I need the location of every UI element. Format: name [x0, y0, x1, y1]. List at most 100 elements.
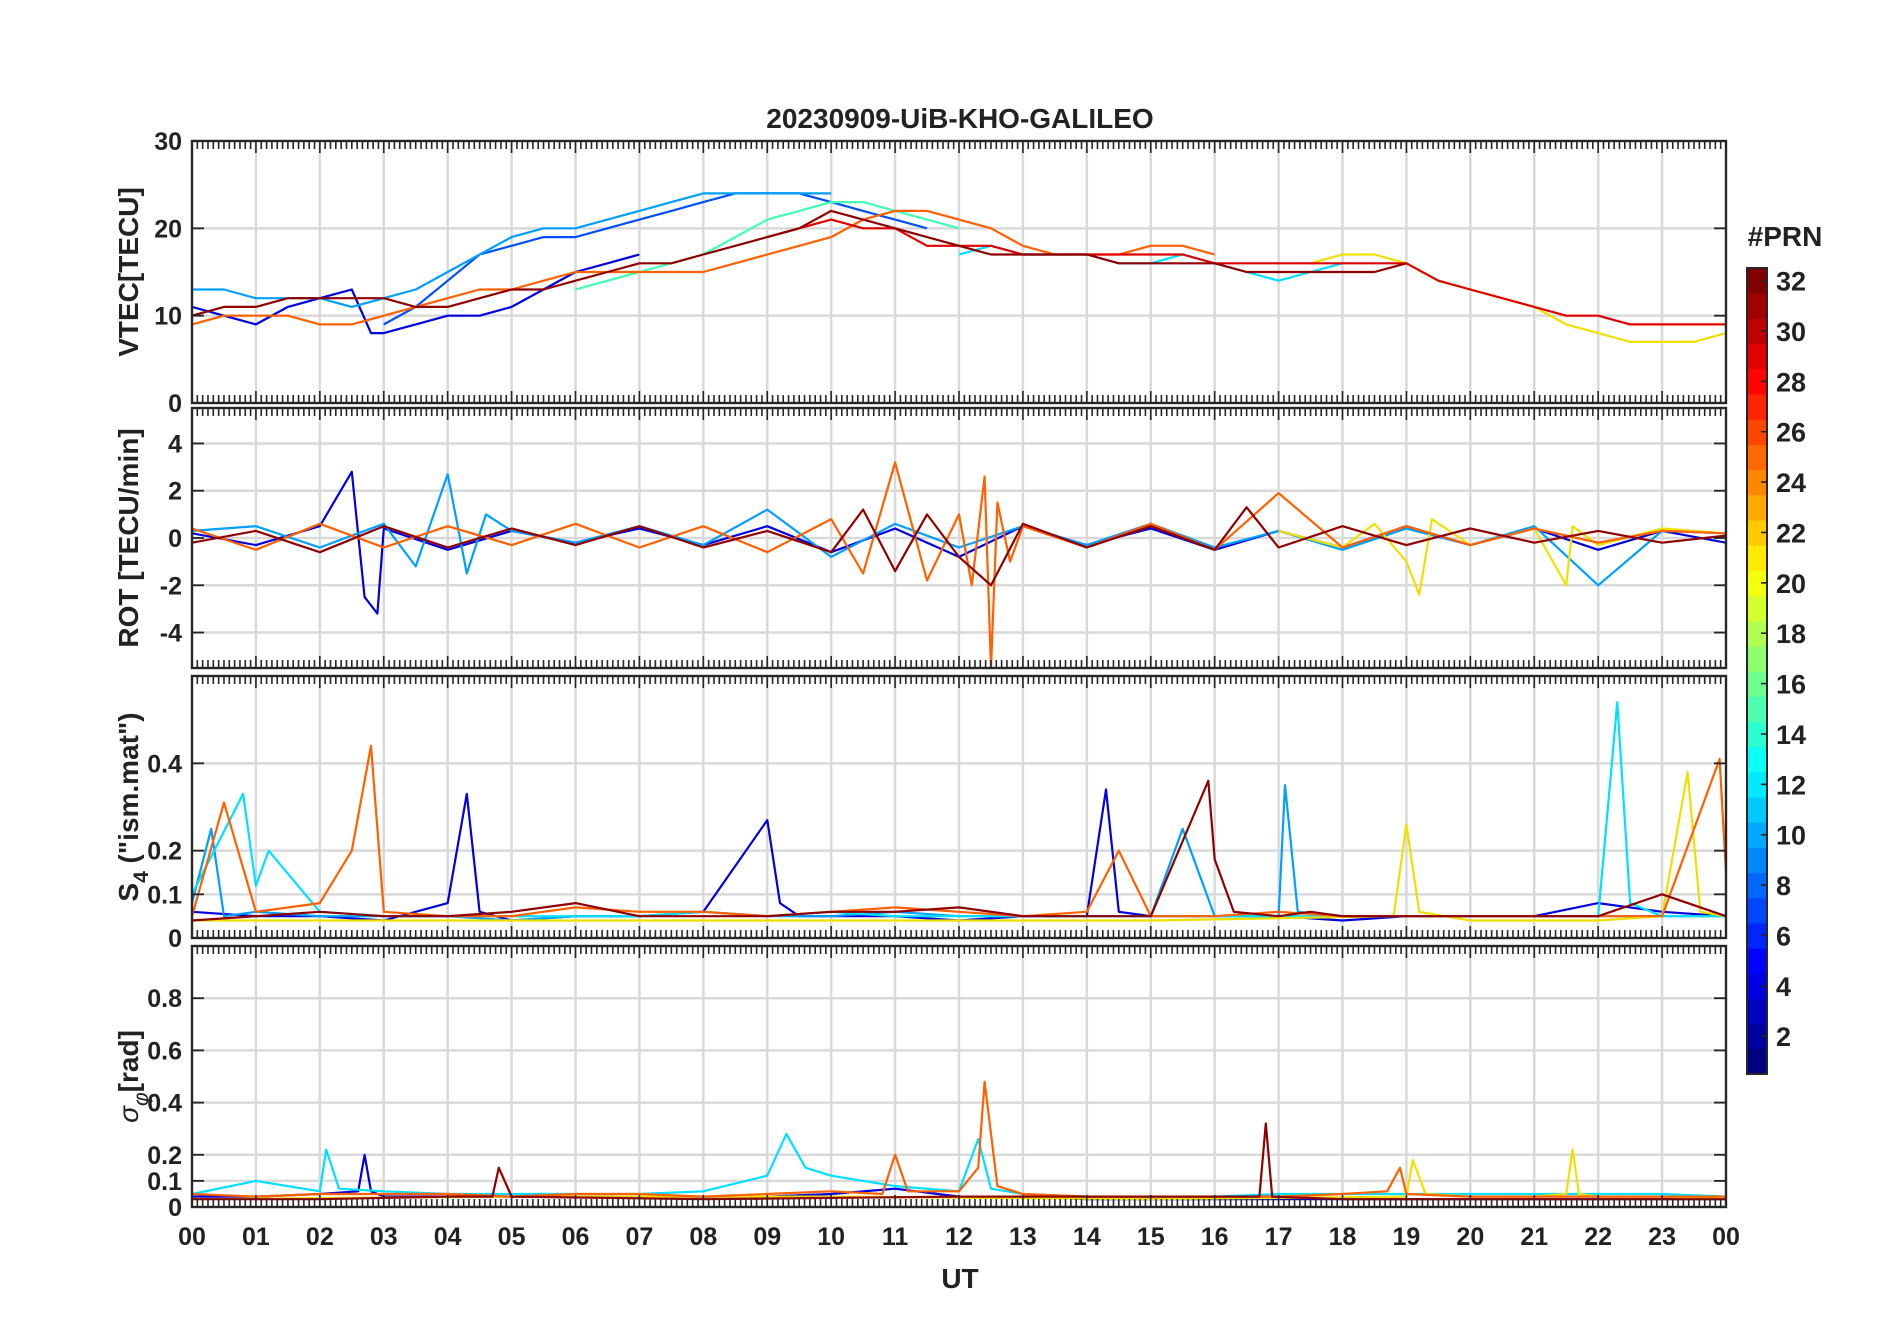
x-tick-label: 06 — [562, 1223, 590, 1251]
colorbar-segment — [1747, 973, 1767, 1000]
y-tick-label: 0 — [168, 390, 182, 418]
y-tick-label: 0.1 — [147, 881, 182, 909]
series-group-vtec — [192, 192, 1726, 343]
colorbar-tick-label: 18 — [1776, 619, 1806, 649]
series-line-prn-28 — [767, 218, 1726, 326]
colorbar-label: #PRN — [1748, 221, 1823, 252]
colorbar-segment — [1747, 771, 1767, 798]
y-tick-label: 0.8 — [147, 985, 182, 1013]
x-tick-label: 01 — [242, 1223, 270, 1251]
colorbar-tick-label: 26 — [1776, 418, 1806, 448]
colorbar-segment — [1747, 922, 1767, 949]
x-axis-label: UT — [941, 1263, 978, 1294]
colorbar-tick-label: 28 — [1776, 367, 1806, 397]
x-tick-label: 19 — [1393, 1223, 1421, 1251]
colorbar-tick-label: 24 — [1776, 468, 1806, 498]
y-tick-label: 2 — [168, 478, 182, 506]
colorbar-segment — [1747, 620, 1767, 647]
y-label-main: σ — [113, 1105, 144, 1123]
colorbar-segment — [1747, 368, 1767, 395]
colorbar-segment — [1747, 343, 1767, 370]
colorbar-segment — [1747, 570, 1767, 597]
x-tick-label: 21 — [1520, 1223, 1548, 1251]
y-label-rest: ("ism.mat") — [113, 712, 144, 871]
x-tick-label: 18 — [1329, 1223, 1357, 1251]
chart-title: 20230909-UiB-KHO-GALILEO — [766, 103, 1153, 134]
colorbar-segment — [1747, 948, 1767, 974]
x-tick-label: 11 — [882, 1223, 909, 1251]
y-tick-label: 30 — [154, 128, 182, 156]
y-tick-label: 4 — [168, 430, 182, 458]
colorbar-tick-label: 22 — [1776, 518, 1806, 548]
colorbar-segment — [1747, 419, 1767, 445]
y-tick-label: 20 — [154, 215, 182, 243]
colorbar-segment — [1747, 998, 1767, 1025]
panel-rot: -4 -2 0 2 4 ROT [TECU/min] — [113, 406, 1728, 670]
colorbar-segment — [1747, 696, 1767, 722]
y-label-rest: [rad] — [113, 1030, 144, 1092]
y-tick-label: 10 — [154, 303, 182, 331]
colorbar-segment — [1747, 444, 1767, 471]
colorbar-tick-label: 8 — [1776, 871, 1791, 901]
colorbar-segment — [1747, 872, 1767, 899]
axes-box-sigma_phi — [190, 944, 1728, 1209]
x-tick-label: 22 — [1584, 1223, 1612, 1251]
colorbar-segment — [1747, 393, 1767, 420]
y-label-sub: 4 — [130, 871, 153, 883]
colorbar-tick-label: 12 — [1776, 770, 1806, 800]
panel-s4: 0 0.1 0.2 0.4S4 ("ism.mat") — [113, 674, 1728, 953]
colorbar-tick-label: 16 — [1776, 670, 1806, 700]
colorbar-segment — [1747, 469, 1767, 496]
y-tick-label: 0.2 — [147, 838, 182, 866]
series-group-s4 — [192, 701, 1726, 922]
series-group-rot — [192, 461, 1726, 668]
colorbar-segment — [1747, 1048, 1767, 1075]
x-tick-label: 05 — [498, 1223, 526, 1251]
colorbar-frame — [1746, 267, 1768, 1075]
x-tick-label: 02 — [306, 1223, 334, 1251]
y-tick-label: -4 — [160, 620, 182, 648]
colorbar-segment — [1747, 1023, 1767, 1050]
x-tick-label: 03 — [370, 1223, 398, 1251]
y-tick-label: 0.6 — [147, 1037, 182, 1065]
colorbar-tick-label: 32 — [1776, 267, 1806, 297]
y-tick-label: 0 — [168, 1194, 182, 1222]
series-line-prn-6 — [383, 192, 928, 326]
colorbar-tick-label: 10 — [1776, 821, 1806, 851]
x-tick-label: 14 — [1073, 1223, 1101, 1251]
series-line-prn-25 — [192, 209, 1215, 326]
x-tick-label: 12 — [945, 1223, 973, 1251]
y-axis-label-sigma_phi: σφ[rad] — [113, 1030, 153, 1123]
x-tick-label: 23 — [1648, 1223, 1676, 1251]
series-line-prn-31 — [192, 209, 1407, 317]
colorbar-segment — [1747, 721, 1767, 748]
x-tick-label: 04 — [434, 1223, 462, 1251]
axes-box-s4 — [190, 674, 1728, 940]
y-tick-label: 0.4 — [147, 750, 182, 778]
y-axis-label-rot: ROT [TECU/min] — [113, 428, 144, 647]
colorbar-segment — [1747, 494, 1767, 521]
y-tick-label: 0.2 — [147, 1142, 182, 1170]
colorbar-tick-label: 2 — [1776, 1022, 1791, 1052]
colorbar-tick-label: 6 — [1776, 921, 1791, 951]
x-tick-label: 16 — [1201, 1223, 1229, 1251]
y-label-sub: φ — [130, 1092, 153, 1106]
y-tick-label: 0 — [168, 925, 182, 953]
colorbar-segment — [1747, 822, 1767, 848]
axes-box-rot — [190, 406, 1728, 670]
colorbar-tick-label: 20 — [1776, 569, 1806, 599]
x-tick-label: 08 — [689, 1223, 717, 1251]
x-tick-label: 07 — [626, 1223, 654, 1251]
x-tick-label: 00 — [1712, 1223, 1740, 1251]
colorbar-segment — [1747, 645, 1767, 672]
series-line-prn-31 — [192, 506, 1726, 587]
y-axis-label-s4: S4 ("ism.mat") — [113, 712, 153, 901]
panel-sigma_phi: 00.10.2 0.4 0.6 0.8 σφ[rad] 00 01 02 03 04 05 06 07 0… — [113, 944, 1740, 1251]
series-line-prn-31 — [192, 779, 1726, 922]
series-line-prn-25 — [192, 461, 1726, 668]
x-tick-label: 13 — [1009, 1223, 1037, 1251]
colorbar-segment — [1747, 671, 1767, 697]
colorbar-tick-label: 14 — [1776, 720, 1806, 750]
colorbar-segment — [1747, 519, 1767, 546]
